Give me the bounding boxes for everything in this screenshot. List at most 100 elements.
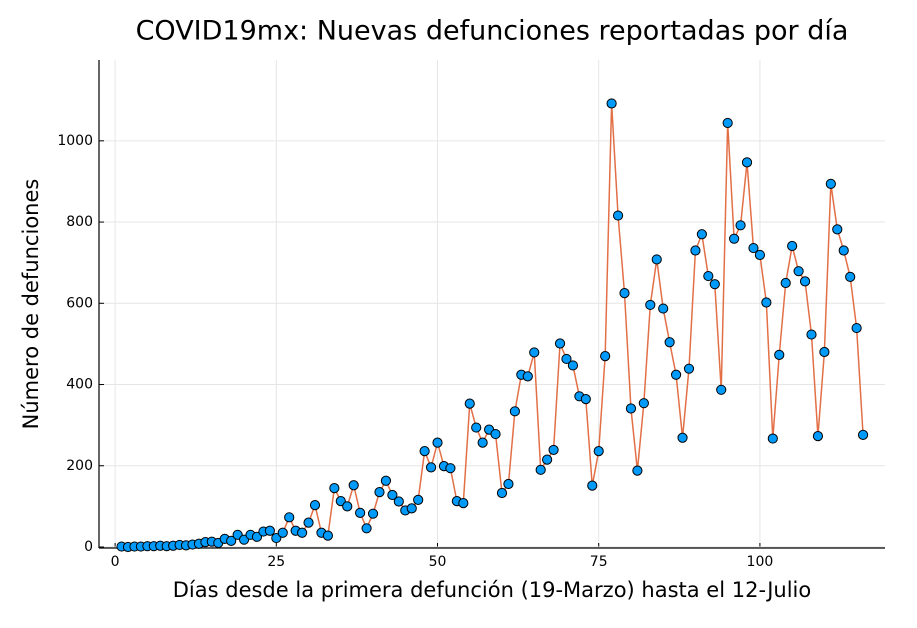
data-point (226, 535, 237, 546)
y-tick-label: 600 (66, 295, 93, 311)
data-point (393, 496, 404, 507)
data-point (264, 525, 275, 536)
data-point (529, 347, 540, 358)
x-tick-label: 100 (747, 554, 774, 570)
data-point (580, 394, 591, 405)
data-point (819, 346, 830, 358)
data-point (729, 233, 740, 244)
data-point (812, 431, 824, 442)
data-point (799, 276, 811, 287)
data-point (361, 523, 372, 534)
data-point (748, 242, 759, 254)
data-point (567, 360, 579, 371)
data-line (121, 103, 864, 548)
data-point (670, 369, 682, 380)
data-point (490, 428, 501, 440)
data-point (413, 494, 424, 505)
data-point (554, 338, 566, 349)
data-point (606, 98, 617, 109)
data-point (309, 500, 321, 511)
data-point (690, 245, 701, 256)
data-point (716, 384, 727, 395)
data-point (696, 229, 707, 240)
data-point (503, 478, 514, 490)
data-point (535, 464, 546, 475)
data-point (638, 398, 649, 409)
data-point (677, 432, 688, 443)
data-point (561, 353, 572, 365)
x-tick-label: 25 (267, 554, 285, 570)
chart-title: COVID19mx: Nuevas defunciones reportadas… (136, 16, 849, 47)
data-point (303, 517, 314, 528)
data-point (658, 303, 669, 314)
data-point (664, 337, 675, 348)
data-point (741, 157, 753, 168)
y-tick-label: 200 (66, 458, 93, 474)
data-point (593, 446, 604, 457)
data-point (335, 495, 346, 507)
data-point (458, 498, 469, 509)
data-point (587, 480, 598, 491)
data-point (683, 363, 695, 374)
data-point (832, 224, 843, 235)
data-point (774, 349, 785, 360)
data-point (857, 429, 869, 440)
data-point (445, 463, 456, 474)
data-point (851, 322, 862, 334)
data-point (425, 462, 437, 473)
data-point (496, 487, 508, 499)
data-point (277, 527, 288, 538)
data-point (703, 270, 714, 282)
x-tick-label: 75 (590, 554, 608, 570)
data-point (464, 398, 475, 409)
data-point (329, 482, 340, 494)
data-point (374, 487, 385, 498)
y-axis-label: Número de defunciones (19, 179, 43, 430)
data-point (838, 245, 849, 256)
data-point (355, 507, 366, 518)
data-point (297, 527, 308, 538)
y-tick-label: 800 (66, 214, 93, 230)
y-tick-label: 0 (84, 539, 93, 555)
data-point (271, 532, 282, 544)
data-point (509, 406, 520, 417)
data-point (471, 422, 482, 433)
data-point (284, 512, 295, 523)
data-point (806, 329, 817, 340)
data-point (625, 403, 637, 414)
data-point (754, 249, 766, 261)
data-point (322, 530, 334, 541)
data-point (612, 210, 624, 221)
data-point (342, 501, 353, 512)
data-point (348, 480, 359, 491)
x-tick-label: 0 (111, 554, 120, 570)
y-tick-label: 400 (66, 377, 93, 393)
x-tick-label: 50 (429, 554, 447, 570)
data-point (709, 279, 720, 290)
data-point (542, 454, 553, 465)
data-point (367, 508, 379, 519)
data-point (600, 350, 611, 362)
data-point (780, 277, 791, 289)
data-point (825, 178, 836, 189)
data-point (406, 503, 417, 514)
data-point (380, 475, 392, 486)
data-point (548, 444, 559, 456)
data-point (432, 437, 443, 448)
data-point (419, 446, 430, 457)
data-point (522, 371, 533, 382)
data-point (645, 299, 656, 311)
data-point (793, 266, 804, 277)
data-point (251, 531, 263, 542)
data-point (735, 220, 746, 231)
data-point (767, 433, 778, 444)
data-point (845, 271, 856, 282)
y-tick-label: 1000 (57, 133, 93, 149)
data-point (651, 254, 662, 265)
x-axis-label: Días desde la primera defunción (19-Marz… (173, 578, 811, 602)
data-point (619, 288, 630, 299)
data-point (387, 489, 398, 501)
data-point (477, 437, 488, 448)
data-point (787, 240, 798, 252)
